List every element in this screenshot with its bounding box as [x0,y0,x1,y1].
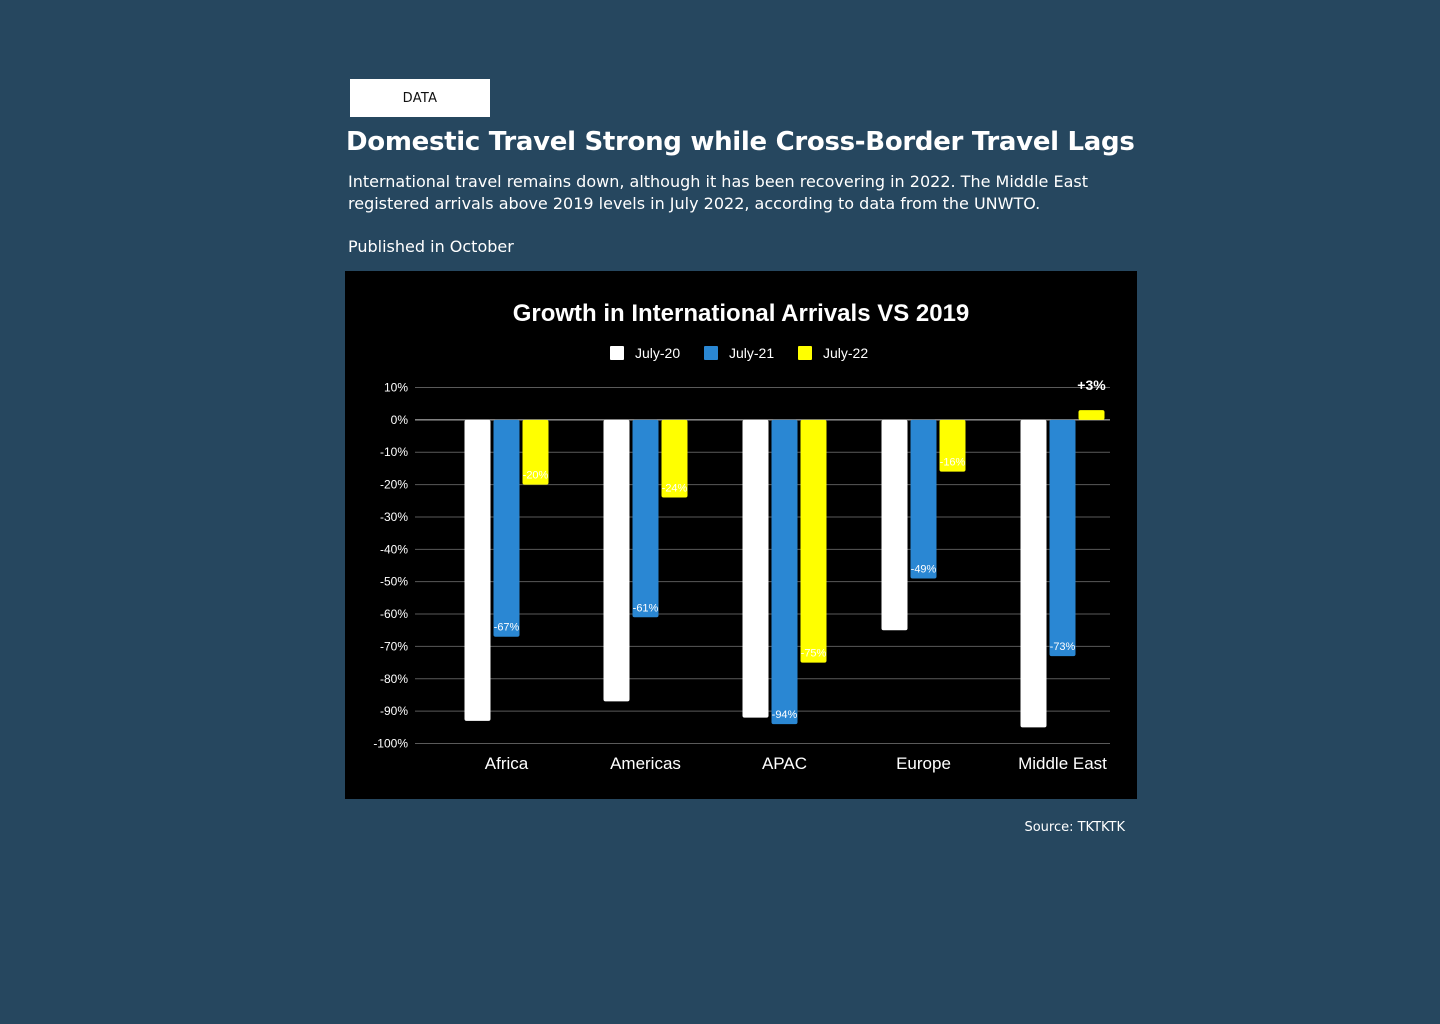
y-tick-label: -40% [380,542,408,556]
chart-bars [464,410,1105,728]
chart-title: Growth in International Arrivals VS 2019 [513,300,970,327]
y-tick-label: -90% [380,704,408,718]
x-tick-label: Americas [610,754,681,773]
y-tick-label: 10% [384,381,408,395]
legend-swatch-july-21 [704,346,718,360]
y-tick-label: -10% [380,445,408,459]
bar-europe-july-21 [910,419,937,579]
chart-x-axis: Africa Americas APAC Europe Middle East [485,754,1107,773]
bar-africa-july-22 [522,419,549,485]
chart-legend: July-20 July-21 July-22 [610,345,868,361]
page-title: Domestic Travel Strong while Cross-Borde… [346,127,1135,157]
chart-panel: Growth in International Arrivals VS 2019… [345,271,1137,799]
x-tick-label: APAC [762,754,807,773]
bar-africa-july-20 [464,419,491,721]
bar-middle-east-july-22 [1078,410,1105,420]
bar-apac-july-20 [742,419,769,718]
y-tick-label: -70% [380,639,408,653]
bar-americas-july-20 [603,419,630,702]
x-tick-label: Africa [485,754,529,773]
legend-label-july-22: July-22 [823,345,868,361]
chart-data-labels: -67% -20% -61% -24% -94% -75% -49% -16% -73% +3% [494,377,1107,721]
bar-chart: Growth in International Arrivals VS 2019… [373,300,1110,773]
y-tick-label: -80% [380,672,408,686]
published-date: Published in October [348,237,514,256]
bar-africa-july-21 [493,419,520,637]
legend-swatch-july-22 [798,346,812,360]
legend-label-july-21: July-21 [729,345,774,361]
data-label: -61% [633,602,659,614]
bar-europe-july-20 [881,419,908,631]
bar-middle-east-july-21 [1049,419,1076,657]
bar-americas-july-21 [632,419,659,618]
legend-label-july-20: July-20 [635,345,680,361]
data-label: -94% [772,709,798,721]
data-tag: DATA [350,79,490,117]
source-note: Source: TKTKTK [1024,820,1125,835]
bar-europe-july-22 [939,419,966,472]
bar-apac-july-21 [771,419,798,725]
data-label: -73% [1050,641,1076,653]
x-tick-label: Middle East [1018,754,1107,773]
data-label: -67% [494,622,520,634]
bar-apac-july-22 [800,419,827,663]
y-tick-label: -60% [380,607,408,621]
y-tick-label: -30% [380,510,408,524]
bar-middle-east-july-20 [1020,419,1047,728]
page-subtitle: International travel remains down, altho… [348,172,1088,213]
bar-americas-july-22 [661,419,688,498]
y-tick-label: -20% [380,478,408,492]
data-label: -16% [940,457,966,469]
data-label: -49% [911,563,937,575]
data-label: -75% [801,648,827,660]
y-tick-label: 0% [391,413,409,427]
data-label: +3% [1077,377,1106,393]
legend-swatch-july-20 [610,346,624,360]
x-tick-label: Europe [896,754,951,773]
y-tick-label: -100% [373,737,408,751]
y-tick-label: -50% [380,575,408,589]
data-label: -24% [662,483,688,495]
data-label: -20% [523,470,549,482]
